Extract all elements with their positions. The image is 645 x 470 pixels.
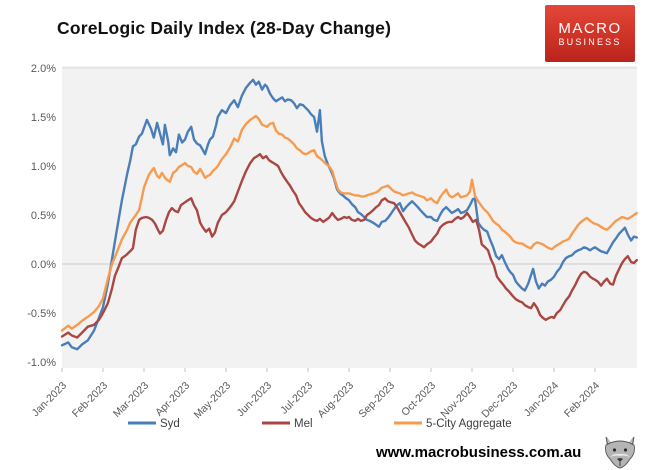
x-tick-label: May-2023 bbox=[192, 380, 234, 422]
legend-label-3: 5-City Aggregate bbox=[426, 418, 512, 430]
y-tick-label: -1.0% bbox=[27, 357, 56, 369]
x-tick-label: Oct-2023 bbox=[399, 380, 438, 419]
legend-label-2: Mel bbox=[294, 418, 313, 430]
y-tick-label: 1.5% bbox=[31, 112, 56, 124]
x-tick-label: Aug-2023 bbox=[315, 380, 356, 421]
x-tick-label: Mar-2023 bbox=[111, 380, 151, 420]
x-tick-label: Feb-2024 bbox=[562, 380, 602, 420]
chart-title: CoreLogic Daily Index (28-Day Change) bbox=[57, 18, 392, 38]
series-line-5-city-aggregate bbox=[60, 114, 638, 332]
x-tick-label: Apr-2023 bbox=[153, 380, 192, 419]
macrobusiness-logo: MACRO BUSINESS bbox=[545, 5, 635, 62]
x-tick-label: Jun-2023 bbox=[235, 380, 275, 420]
y-tick-label: 2.0% bbox=[31, 63, 56, 75]
wolf-logo-icon bbox=[605, 436, 635, 469]
y-tick-label: 0.5% bbox=[31, 210, 56, 222]
y-tick-label: -0.5% bbox=[27, 308, 56, 320]
x-tick-label: Nov-2023 bbox=[438, 380, 479, 421]
x-tick-label: Jan-2023 bbox=[30, 380, 70, 420]
x-tick-label: Dec-2023 bbox=[479, 380, 520, 421]
y-tick-label: 1.0% bbox=[31, 161, 56, 173]
footer-url: www.macrobusiness.com.au bbox=[376, 444, 582, 461]
x-tick-label: Jan-2024 bbox=[522, 380, 562, 420]
series-line-mel bbox=[60, 153, 638, 339]
x-tick-label: Feb-2023 bbox=[70, 380, 110, 420]
x-tick-label: Sep-2023 bbox=[356, 380, 397, 421]
y-tick-label: 0.0% bbox=[31, 259, 56, 271]
legend-label-1: Syd bbox=[160, 418, 180, 430]
logo-text-business: BUSINESS bbox=[558, 36, 622, 47]
logo-text-macro: MACRO bbox=[558, 19, 622, 37]
x-tick-label: Jul-2023 bbox=[278, 380, 315, 417]
